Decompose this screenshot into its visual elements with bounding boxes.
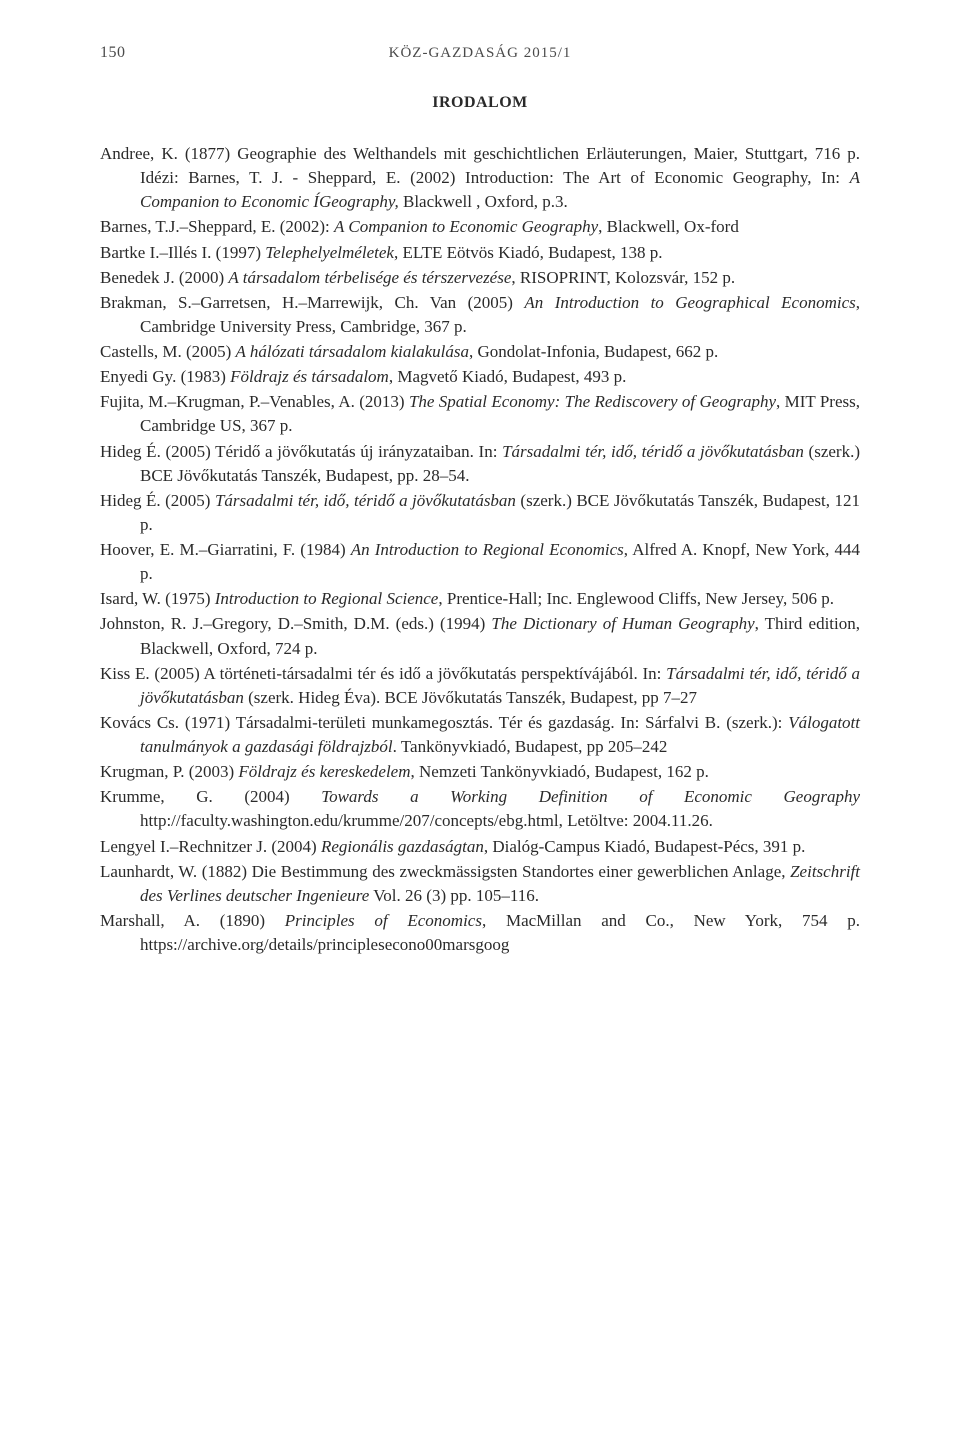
- bibliography-entry: Fujita, M.–Krugman, P.–Venables, A. (201…: [100, 390, 860, 438]
- bibliography-entry: Krumme, G. (2004) Towards a Working Defi…: [100, 785, 860, 833]
- bibliography-entry: Launhardt, W. (1882) Die Bestimmung des …: [100, 860, 860, 908]
- bibliography-entry: Barnes, T.J.–Sheppard, E. (2002): A Comp…: [100, 215, 860, 239]
- bibliography-entry: Enyedi Gy. (1983) Földrajz és társadalom…: [100, 365, 860, 389]
- bibliography-entry: Isard, W. (1975) Introduction to Regiona…: [100, 587, 860, 611]
- bibliography-entry: Benedek J. (2000) A társadalom térbelisé…: [100, 266, 860, 290]
- bibliography-entry: Brakman, S.–Garretsen, H.–Marrewijk, Ch.…: [100, 291, 860, 339]
- bibliography-entry: Hideg É. (2005) Társadalmi tér, idő, tér…: [100, 489, 860, 537]
- bibliography-entry: Hideg É. (2005) Téridő a jövőkutatás új …: [100, 440, 860, 488]
- bibliography-list: Andree, K. (1877) Geographie des Welthan…: [100, 142, 860, 957]
- bibliography-entry: Johnston, R. J.–Gregory, D.–Smith, D.M. …: [100, 612, 860, 660]
- running-header: 150 KÖZ-GAZDASÁG 2015/1: [100, 44, 860, 62]
- bibliography-entry: Castells, M. (2005) A hálózati társadalo…: [100, 340, 860, 364]
- page-number: 150: [100, 44, 170, 62]
- journal-title: KÖZ-GAZDASÁG 2015/1: [170, 45, 790, 62]
- bibliography-entry: Andree, K. (1877) Geographie des Welthan…: [100, 142, 860, 214]
- bibliography-entry: Kiss E. (2005) A történeti-társadalmi té…: [100, 662, 860, 710]
- bibliography-entry: Krugman, P. (2003) Földrajz és kereskede…: [100, 760, 860, 784]
- section-title: IRODALOM: [100, 94, 860, 112]
- page-container: 150 KÖZ-GAZDASÁG 2015/1 IRODALOM Andree,…: [0, 0, 960, 1453]
- bibliography-entry: Kovács Cs. (1971) Társadalmi-területi mu…: [100, 711, 860, 759]
- bibliography-entry: Marshall, A. (1890) Principles of Econom…: [100, 909, 860, 957]
- bibliography-entry: Lengyel I.–Rechnitzer J. (2004) Regionál…: [100, 835, 860, 859]
- bibliography-entry: Bartke I.–Illés I. (1997) Telephelyelmél…: [100, 241, 860, 265]
- bibliography-entry: Hoover, E. M.–Giarratini, F. (1984) An I…: [100, 538, 860, 586]
